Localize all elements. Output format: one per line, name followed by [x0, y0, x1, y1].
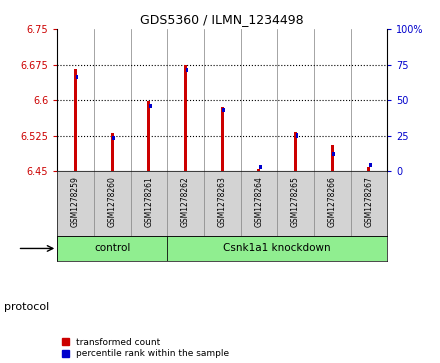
Bar: [367, 167, 370, 171]
Text: GSM1278262: GSM1278262: [181, 176, 190, 227]
Bar: [149, 103, 152, 108]
Bar: [76, 75, 78, 79]
Text: GSM1278264: GSM1278264: [254, 176, 264, 227]
Text: control: control: [94, 244, 130, 253]
Text: GSM1278260: GSM1278260: [108, 176, 117, 227]
Text: GSM1278267: GSM1278267: [364, 176, 374, 227]
Bar: [369, 163, 372, 167]
Text: GSM1278261: GSM1278261: [144, 176, 154, 227]
Bar: [221, 107, 224, 171]
Text: GSM1278265: GSM1278265: [291, 176, 300, 227]
Bar: [57, 236, 167, 261]
Text: GSM1278266: GSM1278266: [328, 176, 337, 227]
Bar: [222, 108, 225, 112]
Bar: [296, 133, 298, 138]
Bar: [294, 132, 297, 171]
Bar: [184, 65, 187, 171]
Bar: [331, 145, 334, 171]
Bar: [112, 136, 115, 140]
Bar: [186, 68, 188, 72]
Bar: [74, 69, 77, 171]
Text: GSM1278259: GSM1278259: [71, 176, 80, 227]
Text: protocol: protocol: [4, 302, 50, 312]
Title: GDS5360 / ILMN_1234498: GDS5360 / ILMN_1234498: [140, 13, 304, 26]
Bar: [147, 101, 150, 171]
Bar: [111, 133, 114, 171]
Bar: [167, 236, 387, 261]
Legend: transformed count, percentile rank within the sample: transformed count, percentile rank withi…: [62, 338, 229, 359]
Bar: [332, 152, 335, 156]
Text: Csnk1a1 knockdown: Csnk1a1 knockdown: [224, 244, 331, 253]
Bar: [259, 165, 262, 169]
Bar: [257, 169, 260, 171]
Text: GSM1278263: GSM1278263: [218, 176, 227, 227]
